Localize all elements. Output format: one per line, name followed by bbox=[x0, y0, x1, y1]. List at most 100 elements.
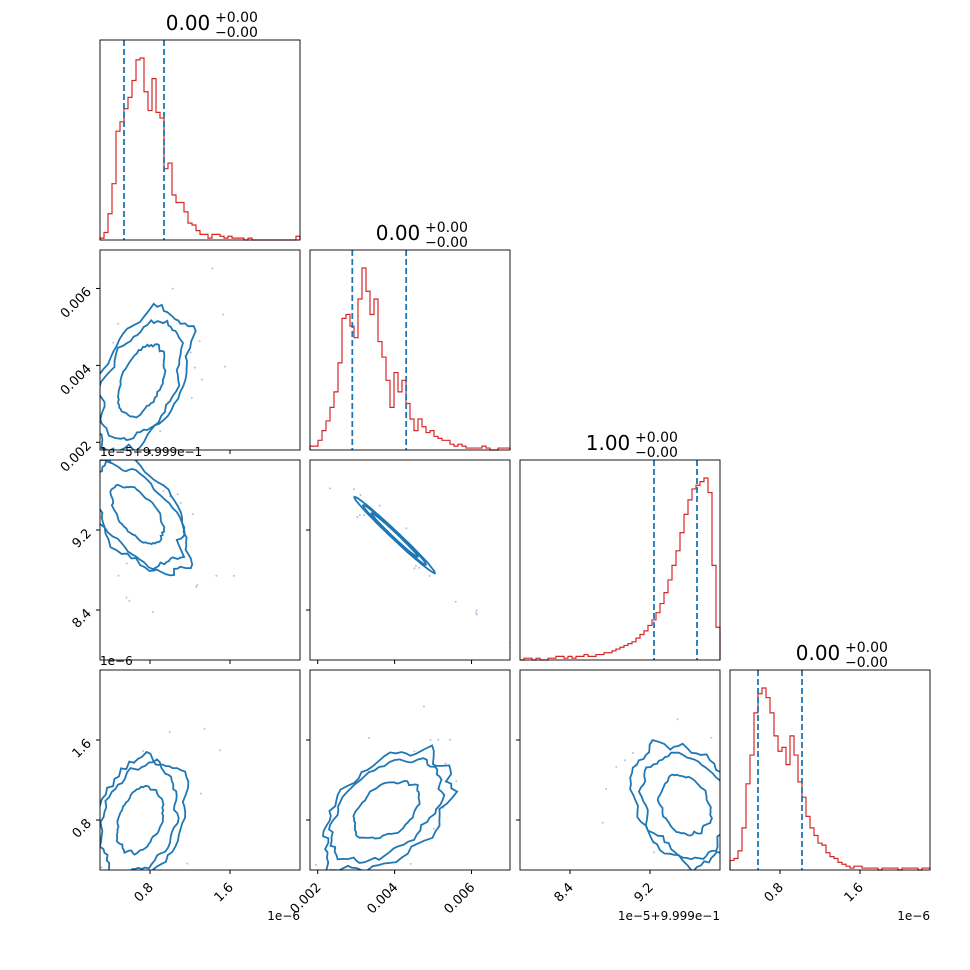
panel-frame bbox=[309, 459, 511, 661]
x-tick-label: 8.4 bbox=[552, 880, 577, 905]
scatter-point bbox=[171, 287, 174, 290]
panel-frame bbox=[309, 249, 511, 451]
scatter-point bbox=[300, 457, 302, 459]
scatter-point bbox=[112, 923, 114, 925]
scatter-point bbox=[117, 322, 120, 325]
contour-level-0 bbox=[115, 784, 165, 856]
scatter-point bbox=[195, 585, 198, 588]
x-tick-label: 0.8 bbox=[132, 880, 157, 905]
scatter-point bbox=[89, 834, 91, 836]
scatter-point bbox=[358, 514, 361, 516]
scatter-point bbox=[345, 891, 347, 893]
panel-bg bbox=[100, 670, 300, 870]
contour-panel-3-1 bbox=[305, 669, 511, 913]
histogram-0 bbox=[99, 57, 301, 241]
scatter-point bbox=[142, 750, 145, 753]
scatter-point bbox=[222, 313, 225, 316]
x-tick-label: 1.6 bbox=[212, 880, 237, 905]
panel-frame bbox=[99, 39, 301, 241]
contour-level-2 bbox=[100, 302, 197, 450]
scatter-point bbox=[81, 890, 83, 892]
offset-label-row3: 1e−6 bbox=[100, 654, 133, 668]
scatter-point bbox=[475, 613, 478, 616]
scatter-point bbox=[428, 575, 431, 577]
contour-panel-3-2 bbox=[519, 669, 751, 899]
panel-title-main-0: 0.00 bbox=[166, 11, 211, 35]
panel-title-main-1: 0.00 bbox=[376, 221, 421, 245]
scatter-point bbox=[339, 880, 341, 882]
panel-title-main-2: 1.00 bbox=[586, 431, 631, 455]
scatter-point bbox=[418, 566, 420, 569]
panel-title-sup-3: +0.00 bbox=[845, 640, 888, 656]
scatter-point bbox=[367, 736, 370, 739]
scatter-point bbox=[125, 562, 128, 565]
panel-frame bbox=[729, 669, 931, 871]
y-tick-label: 9.2 bbox=[70, 526, 95, 551]
scatter-point bbox=[653, 851, 655, 854]
scatter-point bbox=[168, 731, 171, 734]
y-tick-label: 0.004 bbox=[58, 362, 95, 399]
scatter-point bbox=[47, 462, 49, 464]
scatter-point bbox=[632, 752, 634, 754]
scatter-point bbox=[429, 738, 432, 741]
contour-level-2 bbox=[100, 460, 194, 577]
panel-frame bbox=[519, 669, 721, 871]
scatter-point bbox=[405, 527, 408, 530]
scatter-point bbox=[676, 718, 679, 721]
scatter-point bbox=[100, 866, 103, 869]
scatter-point bbox=[150, 883, 152, 885]
scatter-point bbox=[162, 490, 165, 492]
scatter-point bbox=[454, 600, 457, 603]
scatter-point bbox=[347, 878, 349, 880]
scatter-point bbox=[749, 897, 751, 899]
scatter-point bbox=[378, 504, 381, 507]
contour-level-0 bbox=[352, 779, 421, 840]
contour-group bbox=[305, 705, 459, 913]
panel-frame bbox=[309, 669, 511, 871]
scatter-point bbox=[305, 911, 307, 913]
scatter-point bbox=[710, 736, 713, 739]
contour-group bbox=[100, 267, 226, 450]
panel-bg bbox=[310, 460, 510, 660]
scatter-point bbox=[624, 759, 626, 762]
panel-frame bbox=[519, 459, 721, 661]
histogram-1 bbox=[309, 267, 511, 451]
scatter-point bbox=[201, 378, 203, 381]
panel-frame bbox=[99, 669, 301, 871]
scatter-point bbox=[615, 765, 618, 768]
panel-title-main-3: 0.00 bbox=[796, 641, 841, 665]
contour-level-1 bbox=[100, 460, 186, 571]
scatter-point bbox=[190, 397, 193, 399]
scatter-point bbox=[224, 365, 226, 368]
panel-bg bbox=[310, 670, 510, 870]
y-tick-label: 0.8 bbox=[70, 816, 95, 841]
panel-title-sup-1: +0.00 bbox=[425, 220, 468, 236]
scatter-point bbox=[159, 430, 162, 433]
scatter-point bbox=[70, 412, 72, 414]
scatter-point bbox=[128, 599, 131, 602]
scatter-point bbox=[179, 501, 182, 504]
scatter-point bbox=[455, 780, 458, 783]
scatter-point bbox=[200, 792, 203, 795]
scatter-point bbox=[55, 419, 57, 421]
scatter-point bbox=[211, 267, 214, 270]
panel-bg bbox=[100, 460, 300, 660]
diag-panel-0 bbox=[99, 39, 301, 241]
scatter-point bbox=[232, 574, 235, 577]
contour-panel-1-0 bbox=[99, 249, 301, 451]
scatter-point bbox=[474, 611, 477, 614]
contour-level-2 bbox=[353, 495, 437, 575]
panel-bg bbox=[100, 40, 300, 240]
scatter-point bbox=[356, 516, 359, 519]
scatter-point bbox=[87, 470, 89, 472]
panel-bg bbox=[520, 460, 720, 660]
contour-level-0 bbox=[109, 483, 166, 546]
scatter-point bbox=[85, 514, 87, 516]
diag-panel-3 bbox=[729, 669, 931, 871]
contour-group bbox=[81, 727, 221, 925]
diag-panel-1 bbox=[309, 249, 511, 451]
panel-frame bbox=[99, 459, 301, 661]
scatter-point bbox=[605, 787, 608, 790]
offset-label-col3: 1e−6 bbox=[897, 909, 930, 923]
